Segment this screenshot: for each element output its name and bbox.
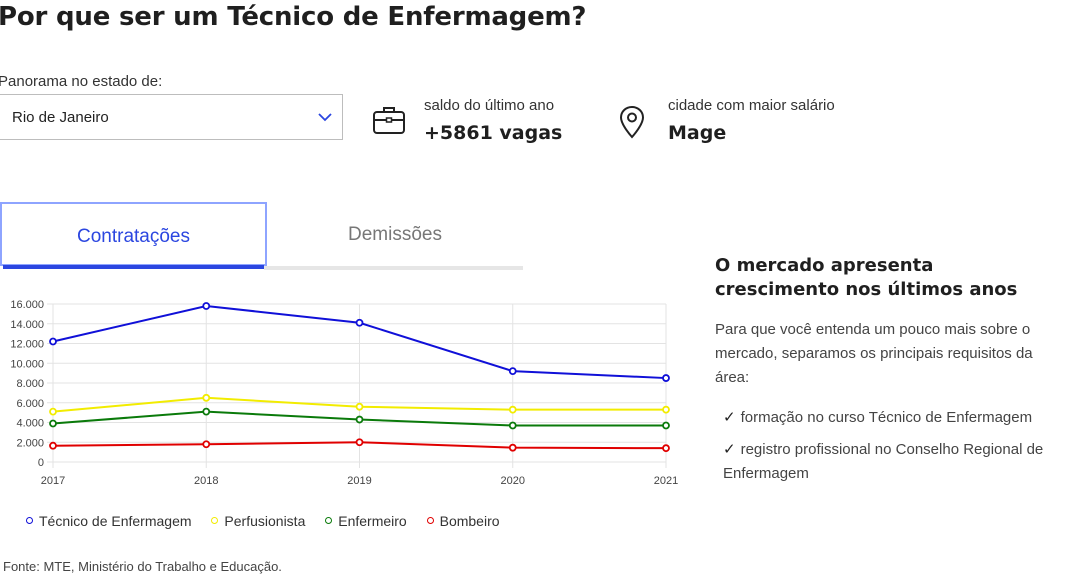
- y-tick-label: 2.000: [16, 437, 44, 449]
- requirement-text: registro profissional no Conselho Region…: [723, 441, 1044, 482]
- sidebar-intro: Para que você entenda um pouco mais sobr…: [715, 321, 1033, 386]
- requirement-item: ✓ registro profissional no Conselho Regio…: [723, 437, 1067, 486]
- legend-label: Enfermeiro: [338, 513, 407, 529]
- data-point: [355, 402, 364, 411]
- data-point: [355, 415, 364, 424]
- tab-track: [264, 266, 523, 270]
- chevron-down-icon: [318, 113, 332, 122]
- stat-caption: saldo do último ano: [424, 97, 555, 114]
- tab-active-indicator: [3, 265, 264, 269]
- data-point: [49, 419, 57, 428]
- data-point: [355, 318, 364, 327]
- x-tick-label: 2017: [41, 475, 65, 487]
- x-tick-label: 2020: [501, 475, 525, 487]
- legend-marker: [26, 517, 33, 524]
- legend-item[interactable]: Enfermeiro: [325, 513, 407, 529]
- x-tick-label: 2019: [347, 475, 371, 487]
- legend-label: Perfusionista: [224, 513, 306, 529]
- data-point: [508, 443, 517, 452]
- data-point: [508, 421, 517, 430]
- legend-label: Bombeiro: [439, 513, 500, 529]
- legend-marker: [211, 517, 219, 524]
- data-point: [355, 438, 364, 447]
- data-point: [662, 405, 670, 414]
- y-tick-label: 0: [38, 457, 44, 469]
- stat-value: +5861 vagas: [424, 122, 563, 144]
- data-point: [202, 302, 211, 310]
- data-point: [202, 393, 211, 402]
- state-select-value: Rio de Janeiro: [12, 109, 109, 126]
- data-point: [202, 440, 211, 449]
- y-tick-label: 6.000: [16, 398, 44, 410]
- data-point: [202, 407, 211, 416]
- stat-caption: cidade com maior salário: [668, 97, 835, 114]
- x-tick-label: 2018: [194, 475, 218, 487]
- y-tick-label: 16.000: [10, 299, 44, 311]
- legend-marker: [325, 517, 333, 524]
- data-point: [49, 407, 57, 416]
- requirement-item: ✓ formação no curso Técnico de Enfermagem: [723, 405, 1067, 430]
- data-point: [662, 374, 670, 382]
- chart-legend: Técnico de Enfermagem Perfusionista Enfe…: [26, 513, 516, 529]
- y-tick-label: 12.000: [10, 339, 44, 351]
- legend-marker: [426, 517, 434, 524]
- tab-dismissals[interactable]: Demissões: [348, 224, 442, 245]
- y-tick-label: 10.000: [10, 358, 44, 370]
- location-pin-icon: [619, 105, 645, 139]
- legend-item[interactable]: Técnico de Enfermagem: [26, 513, 192, 529]
- stat-value: Mage: [668, 122, 727, 144]
- y-tick-label: 8.000: [16, 378, 44, 390]
- legend-label: Técnico de Enfermagem: [39, 513, 192, 529]
- line-chart: 0 2.000 4.000 6.000 8.000 10.000 12.000 14.000 1…: [10, 299, 678, 487]
- y-tick-label: 4.000: [16, 418, 44, 430]
- data-point: [508, 367, 517, 376]
- y-tick-label: 14.000: [10, 319, 44, 331]
- data-point: [49, 337, 57, 346]
- data-point: [662, 444, 670, 453]
- state-select[interactable]: Rio de Janeiro: [0, 94, 343, 140]
- data-source: Fonte: MTE, Ministério do Trabalho e Edu…: [3, 559, 282, 574]
- sidebar-heading: O mercado apresenta crescimento nos últi…: [715, 255, 1018, 300]
- briefcase-icon: [373, 107, 405, 134]
- data-point: [49, 441, 57, 450]
- check-icon: ✓: [723, 408, 736, 426]
- state-select-label: Panorama no estado de:: [0, 73, 163, 90]
- page-title: Por que ser um Técnico de Enfermagem?: [0, 2, 587, 32]
- legend-item[interactable]: Perfusionista: [211, 513, 305, 529]
- x-tick-label: 2021: [654, 475, 678, 487]
- requirement-text: formação no curso Técnico de Enfermagem: [740, 409, 1033, 426]
- data-point: [662, 421, 670, 430]
- legend-item[interactable]: Bombeiro: [426, 513, 500, 529]
- data-point: [508, 405, 517, 414]
- tab-hires[interactable]: Contratações: [0, 202, 267, 266]
- check-icon: ✓: [723, 440, 736, 458]
